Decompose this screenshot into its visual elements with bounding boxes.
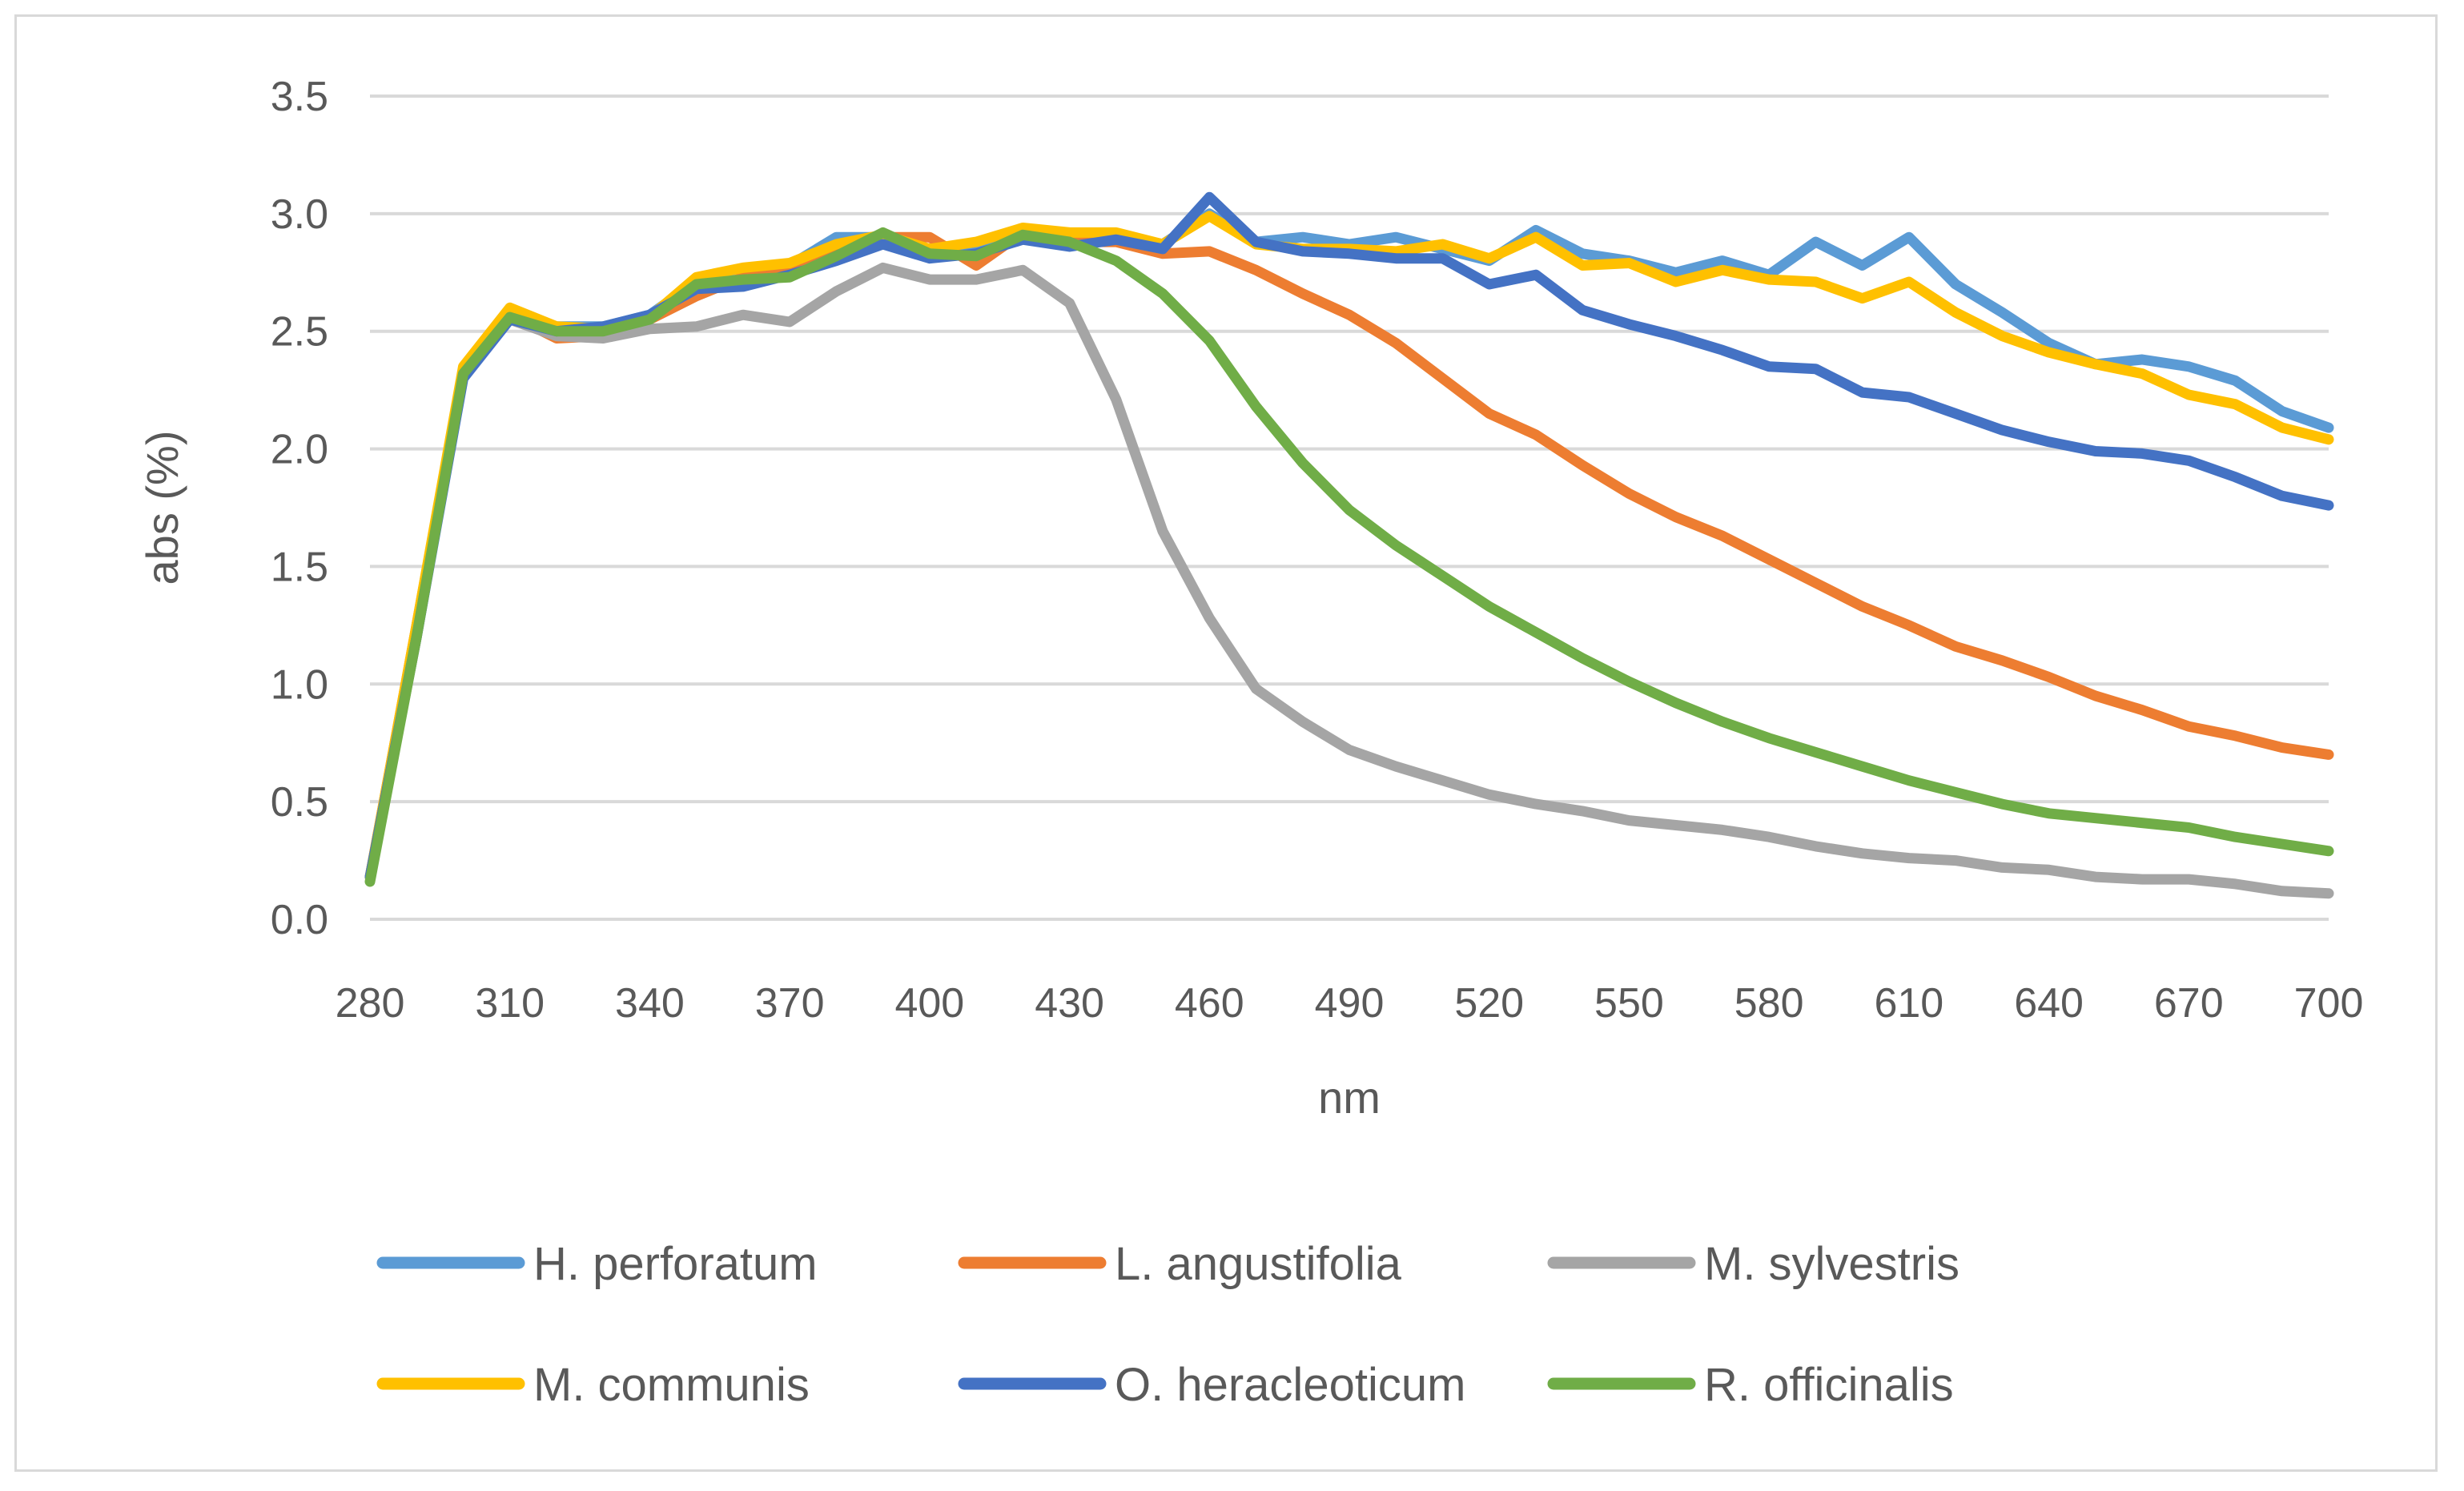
legend: H. perforatum L. angustifolia M. sylvestri… [376, 1238, 1960, 1411]
x-tick-label: 640 [2014, 980, 2084, 1027]
x-tick-label: 340 [615, 980, 685, 1027]
y-tick-label: 1.0 [271, 661, 328, 708]
legend-label: H. perforatum [533, 1238, 818, 1290]
y-tick-label: 0.5 [271, 779, 328, 826]
legend-label: L. angustifolia [1115, 1238, 1402, 1290]
legend-label: O. heracleoticum [1115, 1359, 1465, 1411]
legend-item-l-angustifolia: L. angustifolia [958, 1238, 1402, 1290]
x-tick-label: 280 [336, 980, 405, 1027]
series-lines [364, 191, 2334, 899]
y-tick-label: 2.0 [271, 427, 328, 473]
x-axis-ticks: 280 310 340 370 400 430 460 490 520 550 580 610 640 6… [336, 980, 2364, 1027]
series-line-r-officinalis [364, 227, 2334, 887]
x-tick-label: 310 [475, 980, 545, 1027]
series-line-l-angustifolia [364, 227, 2334, 882]
x-tick-label: 580 [1734, 980, 1804, 1027]
legend-item-m-sylvestris: M. sylvestris [1547, 1238, 1960, 1290]
x-tick-label: 670 [2154, 980, 2224, 1027]
series-line-m-sylvestris [364, 262, 2334, 899]
y-tick-label: 3.5 [271, 74, 328, 120]
legend-item-o-heracleoticum: O. heracleoticum [958, 1359, 1465, 1411]
x-tick-label: 520 [1454, 980, 1524, 1027]
y-tick-label: 2.5 [271, 309, 328, 356]
legend-item-r-officinalis: R. officinalis [1547, 1359, 1954, 1411]
legend-label: R. officinalis [1704, 1359, 1954, 1411]
y-tick-label: 3.0 [271, 191, 328, 238]
x-tick-label: 430 [1035, 980, 1104, 1027]
x-tick-label: 550 [1594, 980, 1664, 1027]
y-tick-label: 1.5 [271, 544, 328, 590]
y-tick-label: 0.0 [271, 897, 328, 943]
x-tick-label: 610 [1874, 980, 1943, 1027]
legend-label: M. sylvestris [1704, 1238, 1960, 1290]
legend-item-h-perforatum: H. perforatum [376, 1238, 818, 1290]
x-tick-label: 700 [2294, 980, 2364, 1027]
y-axis-title: abs (%) [137, 431, 187, 585]
x-tick-label: 460 [1175, 980, 1244, 1027]
x-axis-title: nm [1318, 1072, 1381, 1123]
legend-label: M. communis [533, 1359, 810, 1411]
x-tick-label: 370 [755, 980, 825, 1027]
legend-item-m-communis: M. communis [376, 1359, 810, 1411]
y-axis-ticks: 0.0 0.5 1.0 1.5 2.0 2.5 3.0 3.5 [271, 74, 328, 943]
x-tick-label: 490 [1315, 980, 1385, 1027]
x-tick-label: 400 [894, 980, 964, 1027]
